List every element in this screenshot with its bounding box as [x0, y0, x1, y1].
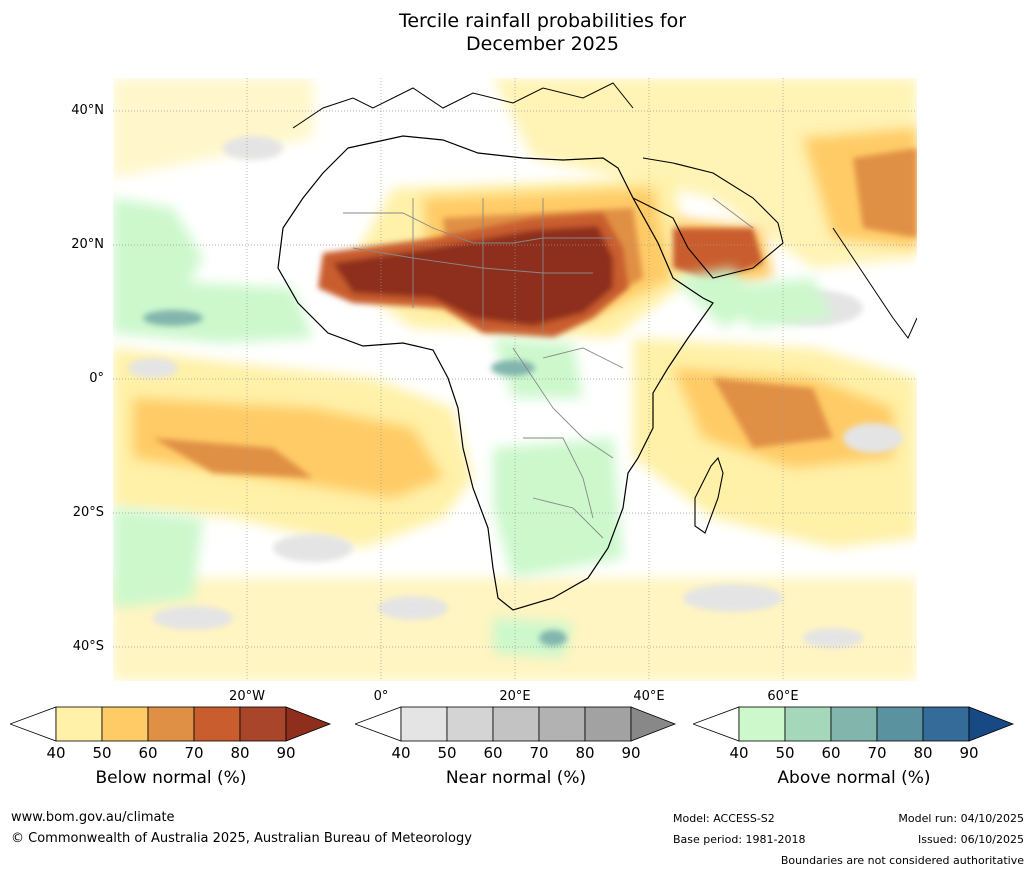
arabia-coastline [632, 157, 784, 279]
footer-copyright: © Commonwealth of Australia 2025, Austra… [11, 831, 472, 846]
colorbar-swatch [193, 706, 241, 742]
lat-label-40s: 40°S [72, 639, 104, 654]
footer-model: Model: ACCESS-S2 [673, 812, 775, 825]
tick: 90 [621, 744, 641, 762]
footer-issued: Issued: 06/10/2025 [917, 833, 1024, 846]
lon-label-20w: 20°W [229, 689, 265, 704]
madagascar [694, 456, 724, 534]
tick: 70 [867, 744, 887, 762]
tick: 80 [913, 744, 933, 762]
tick: 60 [821, 744, 841, 762]
near-normal-max-arrow [630, 706, 677, 742]
near-normal-colorbar [355, 706, 677, 742]
tick: 70 [184, 744, 204, 762]
below-normal-legend-title: Below normal (%) [95, 768, 247, 788]
colorbar-swatch [922, 706, 970, 742]
tick: 70 [529, 744, 549, 762]
title-line-1: Tercile rainfall probabilities for [398, 10, 687, 32]
near-normal-region [128, 136, 903, 648]
footer-model-run: Model run: 04/10/2025 [898, 812, 1024, 825]
colorbar-swatch [738, 706, 786, 742]
footer-disclaimer: Boundaries are not considered authoritat… [780, 854, 1024, 867]
colorbar-swatch [400, 706, 448, 742]
tick: 60 [138, 744, 158, 762]
lon-label-60e: 60°E [767, 689, 799, 704]
tick: 60 [483, 744, 503, 762]
lat-label-20s: 20°S [72, 505, 104, 520]
india-coastline [832, 227, 917, 339]
colorbar-swatch [492, 706, 540, 742]
above-normal-region [113, 198, 833, 658]
europe-coastline [292, 82, 634, 129]
below-normal-colorbar [10, 706, 332, 742]
colorbar-swatch [784, 706, 832, 742]
colorbar-swatch [101, 706, 149, 742]
map-title: Tercile rainfall probabilities for Decem… [0, 10, 1035, 56]
tick: 50 [775, 744, 795, 762]
tick: 90 [959, 744, 979, 762]
title-line-2: December 2025 [466, 33, 619, 55]
probability-map[interactable] [113, 78, 917, 681]
tick: 40 [391, 744, 411, 762]
lon-label-40e: 40°E [633, 689, 665, 704]
colorbar-swatch [239, 706, 287, 742]
africa-coastline [277, 135, 714, 611]
colorbar-swatch [147, 706, 195, 742]
country-borders [343, 197, 754, 539]
footer-url[interactable]: www.bom.gov.au/climate [11, 810, 175, 825]
near-normal-legend-title: Near normal (%) [445, 768, 587, 788]
above-normal-swatches [738, 706, 970, 742]
tick: 90 [276, 744, 296, 762]
above-normal-max-arrow [968, 706, 1015, 742]
map-svg [113, 78, 917, 681]
tick: 80 [575, 744, 595, 762]
colorbar-swatch [55, 706, 103, 742]
footer-base-period: Base period: 1981-2018 [673, 833, 806, 846]
colorbar-swatch [830, 706, 878, 742]
tick: 50 [437, 744, 457, 762]
graticule [113, 78, 917, 681]
tick: 40 [46, 744, 66, 762]
near-normal-swatches [400, 706, 632, 742]
tick: 40 [729, 744, 749, 762]
lat-label-40n: 40°N [71, 103, 104, 118]
colorbar-swatch [876, 706, 924, 742]
below-normal-swatches [55, 706, 287, 742]
colorbar-swatch [446, 706, 494, 742]
below-normal-arabia [673, 228, 763, 283]
lat-label-20n: 20°N [71, 237, 104, 252]
lat-label-0: 0° [89, 371, 104, 386]
above-normal-colorbar [693, 706, 1015, 742]
colorbar-swatch [584, 706, 632, 742]
colorbar-swatch [538, 706, 586, 742]
lon-label-20e: 20°E [499, 689, 531, 704]
tick: 80 [230, 744, 250, 762]
below-normal-max-arrow [285, 706, 332, 742]
tick: 50 [92, 744, 112, 762]
above-normal-legend-title: Above normal (%) [777, 768, 931, 788]
lon-label-0: 0° [373, 689, 389, 704]
